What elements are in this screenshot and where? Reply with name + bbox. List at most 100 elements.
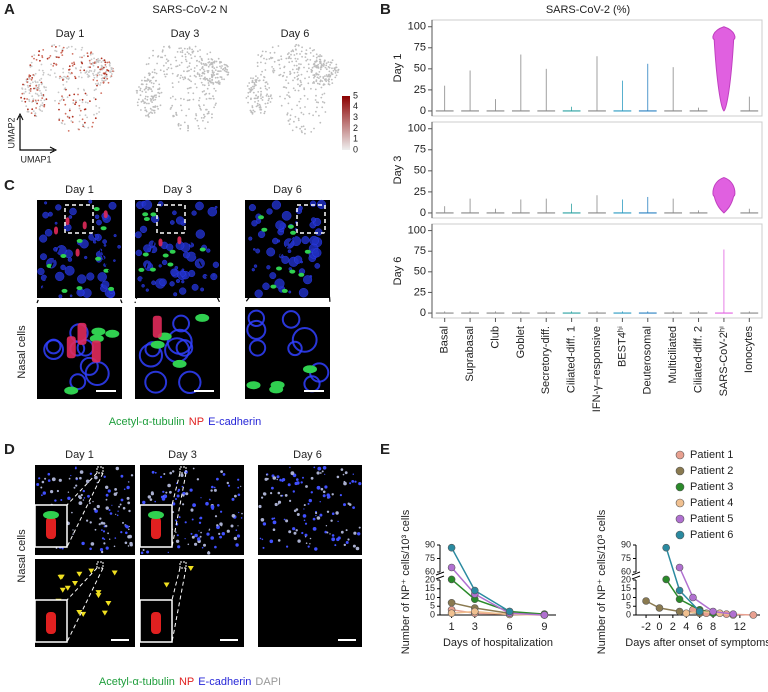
- np-cell: [91, 340, 101, 363]
- umap-cell: [208, 97, 211, 100]
- umap-cell: [140, 100, 143, 103]
- umap-cell: [212, 97, 215, 100]
- nucleus: [309, 537, 312, 540]
- umap-cell: [152, 106, 155, 108]
- nucleus: [41, 480, 45, 484]
- umap-cell: [146, 95, 149, 98]
- y-tick-label: 75: [414, 42, 426, 54]
- nucleus: [321, 470, 324, 473]
- cell: [103, 244, 107, 247]
- umap-cell: [81, 62, 84, 65]
- cell: [102, 239, 107, 244]
- umap-cell: [158, 95, 161, 98]
- x-tick-label: 8: [710, 621, 716, 633]
- umap-cell: [272, 68, 275, 70]
- umap-cell: [315, 56, 318, 59]
- nucleus: [226, 529, 230, 533]
- nucleus: [301, 531, 304, 535]
- umap-cell: [294, 115, 297, 118]
- x-tick-label: 0: [656, 621, 662, 633]
- umap-cell: [278, 63, 281, 66]
- umap-cell: [312, 114, 314, 117]
- umap-cell: [251, 88, 254, 91]
- umap-cell: [58, 108, 60, 111]
- umap-cell: [306, 98, 309, 100]
- cell: [96, 219, 102, 226]
- umap-cell: [94, 83, 97, 85]
- umap-cell: [155, 72, 158, 75]
- series-line: [678, 567, 734, 615]
- point: [447, 575, 456, 584]
- umap-cell: [253, 110, 256, 113]
- y-tick-label: 25: [414, 286, 426, 298]
- umap-cell: [297, 89, 300, 92]
- umap-cell: [90, 51, 92, 54]
- umap-cell: [320, 62, 322, 64]
- nucleus: [345, 541, 349, 544]
- umap-cell: [42, 73, 45, 76]
- micrograph-content: [258, 466, 362, 551]
- umap-cell: [32, 110, 35, 112]
- facet-frame: [431, 223, 763, 319]
- umap-cell: [205, 64, 208, 67]
- cell: [77, 274, 87, 284]
- cell: [175, 216, 185, 225]
- nucleus: [266, 477, 269, 480]
- umap-cell: [297, 44, 300, 46]
- umap-cell: [35, 58, 38, 61]
- umap-cell: [248, 82, 251, 84]
- panel-label: C: [4, 177, 15, 194]
- umap-cell: [316, 82, 319, 85]
- umap-cell: [30, 78, 33, 81]
- umap-cell: [57, 91, 60, 94]
- umap-cell: [296, 58, 299, 60]
- umap-cell: [207, 71, 209, 74]
- cell: [47, 211, 53, 217]
- umap-cell: [323, 92, 326, 95]
- nucleus: [199, 516, 203, 520]
- umap-cell: [263, 57, 265, 60]
- np-cell: [151, 517, 161, 539]
- cell: [248, 236, 253, 241]
- umap-cell: [263, 76, 266, 79]
- legend-label: Patient 4: [690, 497, 733, 509]
- umap-cell: [39, 59, 41, 62]
- nucleus: [355, 546, 360, 551]
- nucleus: [324, 473, 326, 475]
- umap-cell: [269, 95, 272, 98]
- umap-cell: [30, 112, 33, 114]
- umap-cell: [295, 126, 298, 129]
- nucleus: [279, 478, 282, 482]
- umap-cell: [68, 94, 71, 97]
- umap-cell: [265, 94, 268, 97]
- np-cell: [65, 217, 70, 226]
- umap-cell: [144, 101, 147, 104]
- cilia: [269, 385, 284, 394]
- umap-cell: [191, 51, 194, 54]
- umap-cell: [224, 68, 227, 70]
- umap-cell: [155, 94, 157, 97]
- umap-cell: [37, 54, 40, 56]
- nucleus: [115, 513, 117, 515]
- nucleus: [213, 486, 216, 489]
- nucleus: [277, 503, 280, 505]
- umap-cell: [68, 77, 70, 80]
- nucleus: [81, 541, 85, 546]
- umap-cell: [289, 70, 291, 73]
- y-tick-label: 0: [420, 207, 426, 219]
- umap-cell: [202, 68, 205, 71]
- umap-cell: [323, 63, 325, 66]
- umap-cell: [201, 66, 204, 68]
- umap-cell: [93, 57, 95, 60]
- umap-cell: [138, 86, 140, 88]
- umap-cell: [71, 64, 74, 67]
- umap-cell: [77, 93, 79, 96]
- umap-cell: [177, 122, 180, 125]
- umap-cell: [316, 76, 319, 79]
- nucleus: [54, 499, 57, 502]
- cell: [135, 249, 143, 257]
- nucleus: [89, 521, 92, 524]
- nucleus: [206, 532, 210, 536]
- umap-cell: [74, 103, 76, 106]
- umap-cell: [319, 80, 322, 83]
